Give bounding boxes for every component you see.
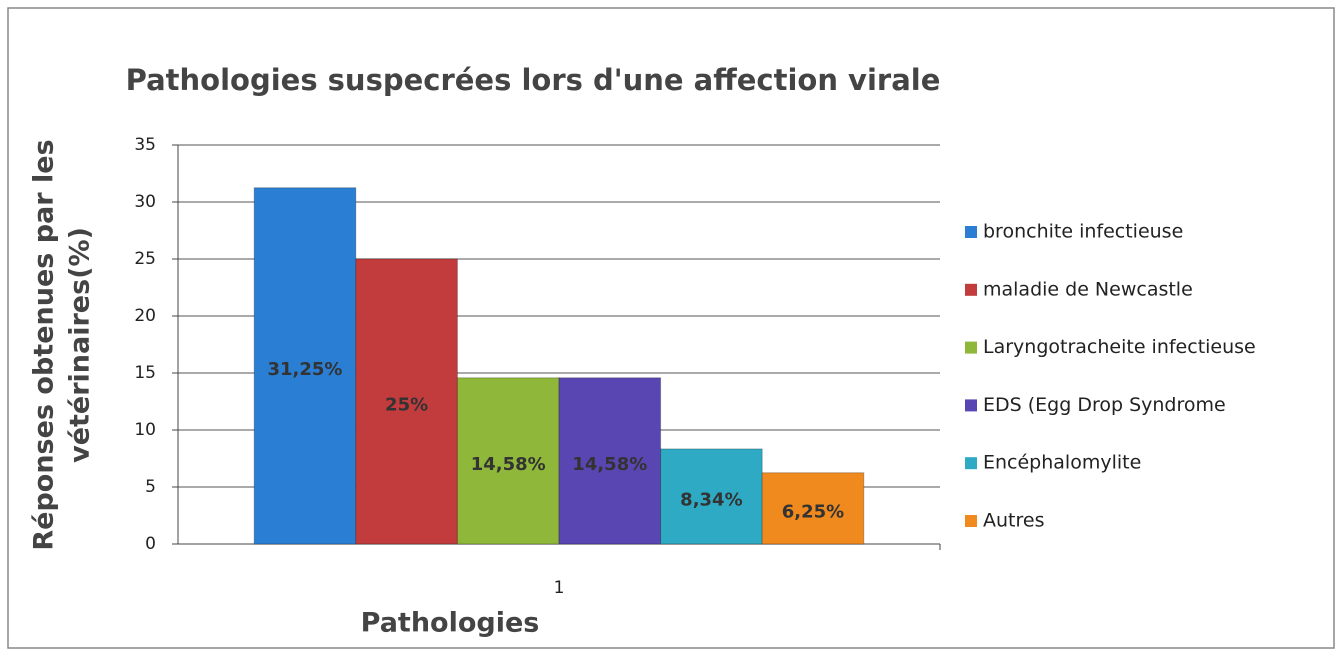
data-label: 25% xyxy=(385,395,428,416)
y-axis-label-line: Réponses obtenues par les xyxy=(29,139,60,550)
y-tick-label: 25 xyxy=(134,249,156,269)
data-label: 6,25% xyxy=(782,501,844,522)
bar xyxy=(253,187,357,545)
y-tick-label: 35 xyxy=(134,135,156,155)
y-axis-label-line: vétérinaires(%) xyxy=(65,227,96,463)
y-tick-label: 20 xyxy=(134,306,156,326)
y-tick-label: 0 xyxy=(145,534,156,554)
legend-swatch xyxy=(965,399,977,412)
y-tick-label: 10 xyxy=(134,420,156,440)
legend-label: Encéphalomylite xyxy=(983,452,1141,474)
bar xyxy=(456,377,560,545)
legend-swatch xyxy=(965,457,977,470)
data-label: 8,34% xyxy=(680,489,742,510)
y-tick-label: 5 xyxy=(145,477,156,497)
legend-swatch xyxy=(965,226,977,238)
legend-label: bronchite infectieuse xyxy=(983,221,1183,243)
data-label: 31,25% xyxy=(268,359,343,380)
legend-swatch xyxy=(965,515,977,527)
legend-label: Laryngotracheite infectieuse xyxy=(983,336,1256,358)
chart-frame xyxy=(7,7,1335,649)
bar xyxy=(660,448,763,545)
legend-label: EDS (Egg Drop Syndrome xyxy=(983,394,1226,416)
x-tick-label: 1 xyxy=(554,578,565,598)
x-axis-label: Pathologies xyxy=(361,608,540,639)
y-axis-label: Réponses obtenues par les vétérinaires(%… xyxy=(29,139,96,550)
y-tick-label: 30 xyxy=(134,192,156,212)
bar xyxy=(355,258,458,545)
bar xyxy=(558,377,662,545)
data-label: 14,58% xyxy=(572,454,647,475)
y-tick-label: 15 xyxy=(134,363,156,383)
legend-swatch xyxy=(965,341,977,354)
legend-swatch xyxy=(965,283,977,296)
bar xyxy=(761,472,865,545)
legend-label: maladie de Newcastle xyxy=(983,278,1193,300)
data-label: 14,58% xyxy=(471,454,546,475)
legend-label: Autres xyxy=(983,510,1044,532)
chart-title: Pathologies suspecrées lors d'une affect… xyxy=(126,63,941,97)
